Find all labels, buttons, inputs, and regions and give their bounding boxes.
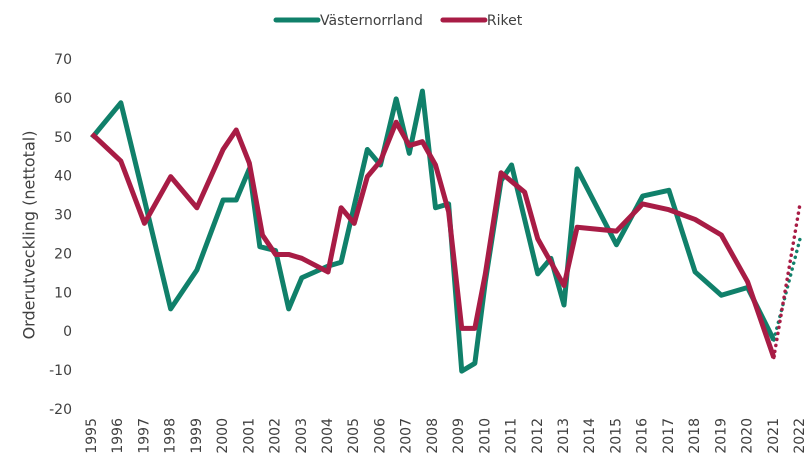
x-tick-label: 2004 xyxy=(320,418,336,454)
x-tick-label: 2010 xyxy=(477,418,493,454)
forecast-line xyxy=(772,202,802,360)
x-tick-label: 2009 xyxy=(451,418,467,454)
x-tick-label: 2017 xyxy=(661,418,677,454)
x-tick-label: 2015 xyxy=(608,418,624,454)
x-tick-label: 2012 xyxy=(530,418,546,454)
y-tick-label: 10 xyxy=(54,285,72,301)
series-line xyxy=(90,88,777,374)
x-tick-label: 1998 xyxy=(163,418,179,454)
series-line xyxy=(90,119,777,359)
x-tick-label: 2021 xyxy=(766,418,782,454)
x-tick-label: 2016 xyxy=(635,418,651,454)
x-tick-label: 2014 xyxy=(582,418,598,454)
x-tick-label: 2002 xyxy=(268,418,284,454)
y-tick-label: 0 xyxy=(63,324,72,340)
x-tick-label: 1997 xyxy=(136,418,152,454)
x-tick-label: 2003 xyxy=(294,418,310,454)
x-tick-label: 2001 xyxy=(241,418,257,454)
x-tick-label: 2007 xyxy=(399,418,415,454)
y-tick-label: 50 xyxy=(54,130,72,146)
x-tick-label: 2022 xyxy=(792,418,807,454)
y-tick-label: 60 xyxy=(54,91,72,107)
y-tick-label: 70 xyxy=(54,52,72,68)
x-tick-label: 1995 xyxy=(84,418,100,454)
y-tick-label: -10 xyxy=(49,363,72,379)
x-tick-label: 2006 xyxy=(372,418,388,454)
x-tick-label: 2011 xyxy=(504,418,520,454)
forecast-line xyxy=(772,237,802,342)
y-tick-label: 20 xyxy=(54,246,72,262)
x-tick-label: 2005 xyxy=(346,418,362,454)
x-tick-label: 2000 xyxy=(215,418,231,454)
y-tick-label: 40 xyxy=(54,169,72,185)
legend-label: Riket xyxy=(487,13,523,29)
legend-label: Västernorrland xyxy=(320,13,423,29)
x-tick-label: 1999 xyxy=(189,418,205,454)
x-tick-label: 2019 xyxy=(713,418,729,454)
y-axis-label: Orderutveckling (nettotal) xyxy=(20,131,39,340)
x-tick-label: 2020 xyxy=(740,418,756,454)
y-tick-label: -20 xyxy=(49,402,72,418)
x-tick-label: 2008 xyxy=(425,418,441,454)
x-tick-label: 2018 xyxy=(687,418,703,454)
x-tick-label: 1996 xyxy=(110,418,126,454)
x-tick-label: 2013 xyxy=(556,418,572,454)
y-tick-label: 30 xyxy=(54,208,72,224)
